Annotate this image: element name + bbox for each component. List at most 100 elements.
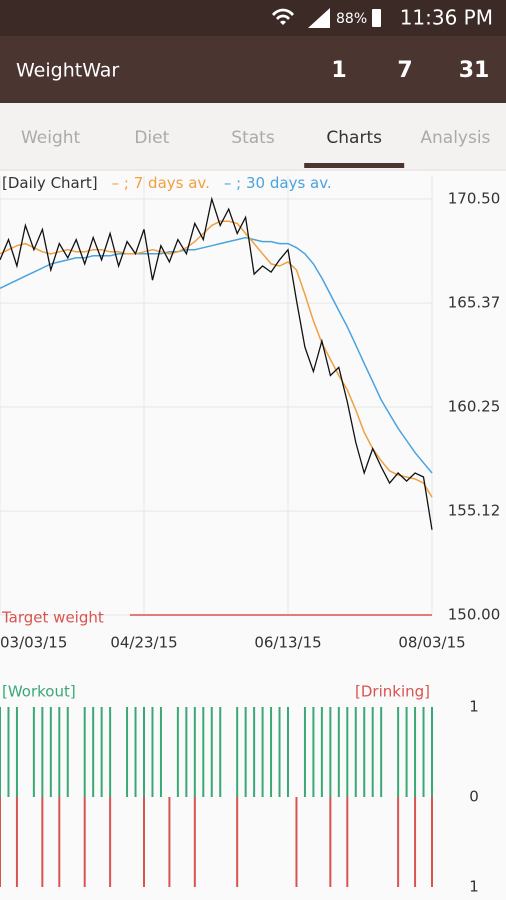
activity-bar [83, 707, 86, 797]
activity-bar [168, 797, 171, 887]
activity-bar [58, 707, 61, 797]
legend-entry: – ; 7 days av. [112, 174, 210, 192]
tab-bar [0, 103, 506, 170]
status-icons [272, 8, 381, 28]
activity-bar [58, 797, 61, 887]
y-tick-label: 155.12 [448, 502, 501, 520]
y-tick-label: 165.37 [448, 294, 501, 312]
activity-bar [354, 707, 357, 797]
activity-bar [261, 707, 264, 797]
activity-bar [371, 707, 374, 797]
battery-icon [372, 9, 381, 27]
activity-bar [151, 707, 154, 797]
activity-bar [303, 707, 306, 797]
y-tick-label: 150.00 [448, 606, 501, 624]
legend-entry: – ; 30 days av. [224, 174, 332, 192]
activity-bar [405, 707, 408, 797]
activity-bar [295, 797, 298, 887]
tab[interactable]: Charts [326, 128, 382, 148]
activity-bar [236, 707, 239, 797]
activity-bar [329, 707, 332, 797]
activity-bar [185, 707, 188, 797]
activity-bar [414, 707, 417, 797]
activity-bar [287, 707, 289, 797]
legend: [Daily Chart] – ; 7 days av. – ; 30 days a… [2, 174, 332, 192]
activity-bar [15, 797, 18, 887]
activity-bar [210, 707, 213, 797]
count: 7 [397, 58, 412, 83]
activity-bar [15, 707, 18, 797]
status-bar [0, 0, 506, 36]
activity-bar [143, 797, 145, 887]
activity-bar [380, 707, 383, 797]
app-title: WeightWar [16, 60, 119, 82]
activity-bar [397, 707, 400, 797]
activity-bar [0, 707, 1, 797]
activity-bar [219, 707, 222, 797]
activity-bar [83, 797, 86, 887]
tab[interactable]: Analysis [420, 128, 490, 148]
activity-bar [337, 707, 340, 797]
signal-icon [308, 8, 330, 28]
activity-bar [41, 797, 44, 887]
y-tick-label: 1 [469, 878, 479, 896]
activity-bar [193, 707, 196, 797]
y-tick-label: 170.50 [448, 190, 501, 208]
activity-bar [49, 707, 52, 797]
target-label: Target weight [1, 609, 104, 627]
activity-bar [320, 707, 323, 797]
x-tick-label: 03/03/15 [0, 634, 67, 652]
x-tick-label: 08/03/15 [398, 634, 465, 652]
activity-bar [100, 707, 103, 797]
activity-bar [202, 707, 205, 797]
y-tick-label: 0 [469, 788, 479, 806]
x-tick-label: 06/13/15 [254, 634, 321, 652]
clock: 11:36 PM [400, 6, 493, 30]
wifi-icon [272, 8, 294, 25]
activity-bar [32, 707, 35, 797]
activity-bar [236, 797, 239, 887]
legend-entry: [Workout] [2, 683, 76, 701]
activity-bar [193, 797, 196, 887]
activity-bar [7, 707, 10, 797]
activity-bar [0, 797, 1, 887]
count: 31 [459, 58, 490, 83]
activity-bar [244, 707, 247, 797]
activity-bar [346, 707, 349, 797]
activity-bar [253, 707, 256, 797]
activity-bar [414, 797, 417, 887]
activity-bar [363, 707, 366, 797]
series-line [0, 196, 433, 530]
activity-bar [159, 707, 162, 797]
y-tick-label: 160.25 [448, 398, 501, 416]
app-bar [0, 36, 506, 103]
activity-bar [278, 707, 281, 797]
count: 1 [331, 58, 346, 83]
activity-bar [109, 797, 112, 887]
legend-entry: [Daily Chart] [2, 174, 98, 192]
legend-entry: [Drinking] [355, 683, 430, 701]
activity-bar [176, 707, 179, 797]
activity-bar [422, 707, 425, 797]
tab[interactable]: Diet [134, 128, 169, 148]
y-tick-label: 1 [469, 698, 479, 716]
activity-bar [143, 707, 145, 797]
activity-bar [134, 707, 137, 797]
activity-bar [109, 707, 112, 797]
activity-bar [270, 707, 273, 797]
activity-bar [312, 707, 315, 797]
activity-bar [126, 707, 129, 797]
series-line [0, 236, 433, 474]
tab[interactable]: Stats [231, 128, 275, 148]
activity-bar [92, 707, 95, 797]
series-line [0, 220, 433, 498]
tab-indicator [304, 163, 405, 168]
activity-bar [397, 797, 400, 887]
activity-bar [431, 707, 433, 797]
activity-bar [431, 797, 433, 887]
tab[interactable]: Weight [21, 128, 81, 148]
activity-bar [346, 797, 349, 887]
activity-bar [41, 707, 44, 797]
battery-level: 88% [336, 11, 367, 27]
